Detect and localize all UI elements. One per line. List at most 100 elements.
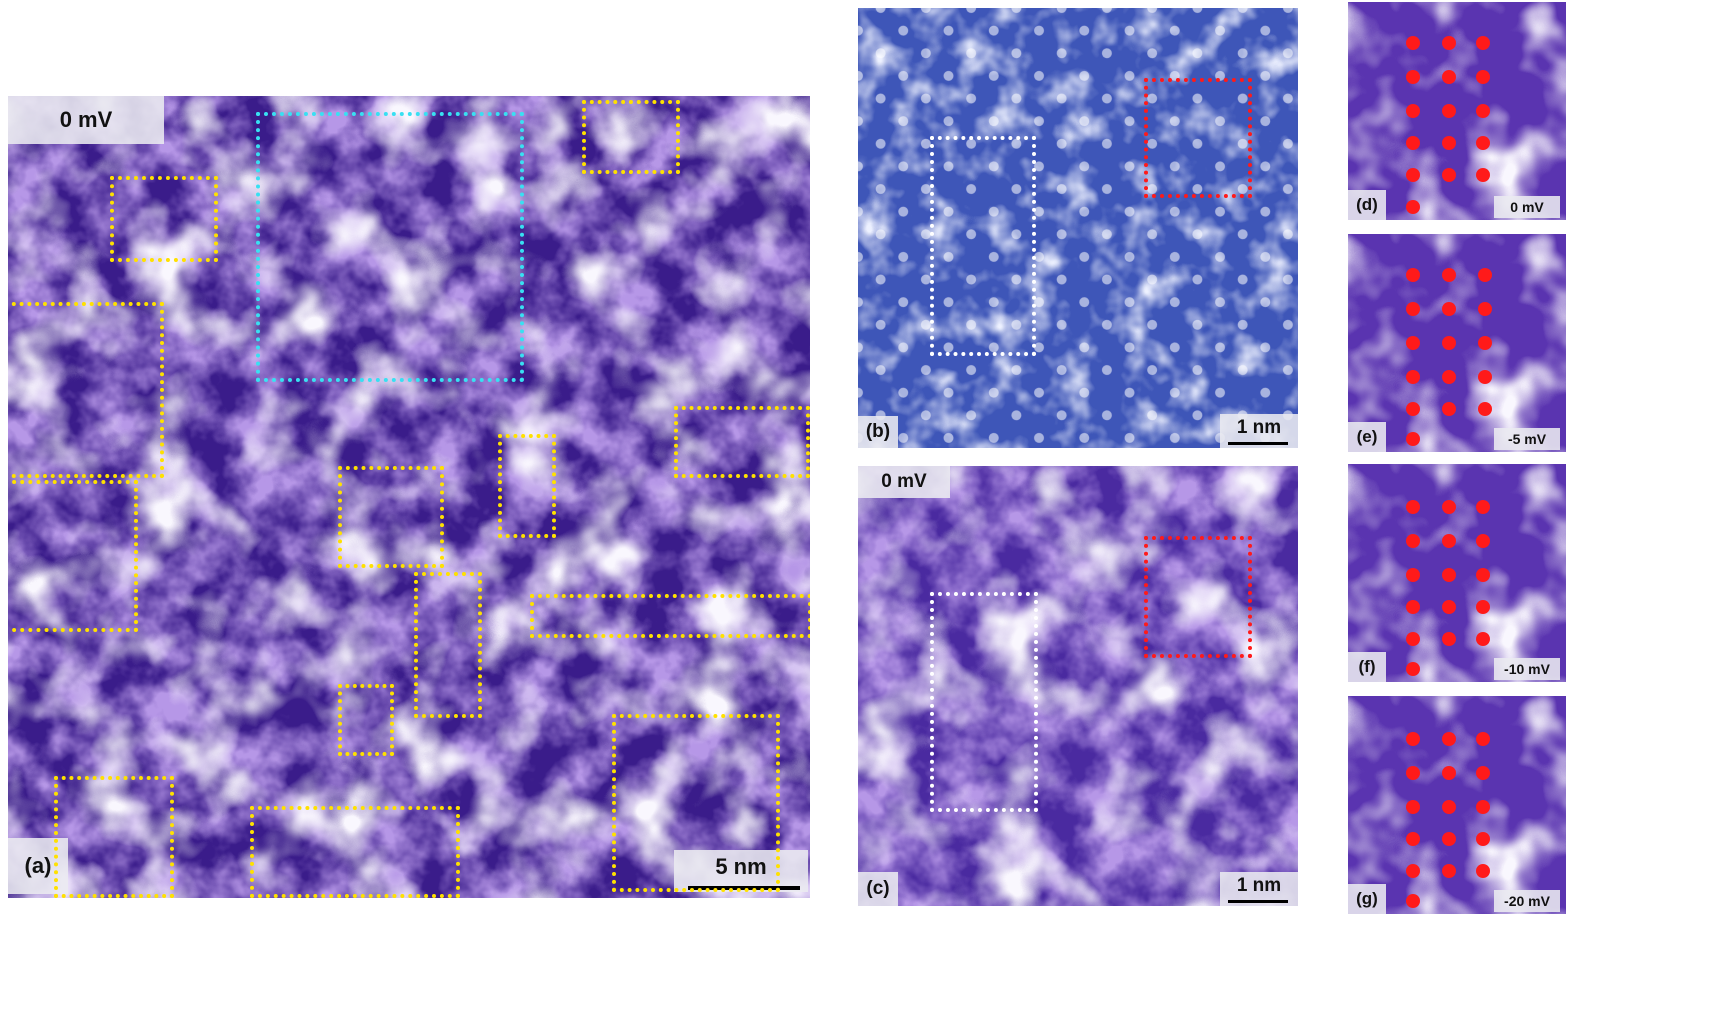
lattice-dot [1442,534,1456,548]
lattice-dot [1406,432,1420,446]
lattice-dot [1476,104,1490,118]
highlight-box [674,406,810,478]
lattice-dot [1476,168,1490,182]
lattice-dot [1478,402,1492,416]
lattice-dot [1476,632,1490,646]
lattice-dot [1476,766,1490,780]
panel-g-letter: (g) [1348,884,1386,914]
lattice-dot [1476,800,1490,814]
lattice-dot [1442,370,1456,384]
lattice-dot [1478,336,1492,350]
highlight-box [414,572,482,718]
lattice-dot [1442,568,1456,582]
panel-b-letter: (b) [858,416,898,448]
panel-f-zoom: (f) -10 mV [1348,464,1566,682]
lattice-dot [1406,568,1420,582]
highlight-box-red [1144,536,1252,658]
lattice-dot [1406,302,1420,316]
lattice-dot [1476,568,1490,582]
lattice-dot [1476,534,1490,548]
lattice-dot [1478,268,1492,282]
highlight-box [338,684,394,756]
highlight-box [498,434,556,538]
highlight-box [8,302,164,478]
lattice-dot [1406,168,1420,182]
lattice-dot [1406,268,1420,282]
highlight-box [250,806,460,898]
lattice-dot [1406,534,1420,548]
lattice-dot [1478,302,1492,316]
panel-c-letter: (c) [858,872,898,906]
highlight-box [8,480,138,632]
lattice-dot [1476,36,1490,50]
panel-c-voltage-label: 0 mV [858,466,950,498]
lattice-dot [1442,632,1456,646]
lattice-dot [1442,268,1456,282]
highlight-box [582,100,680,174]
lattice-dot [1406,766,1420,780]
lattice-dot [1476,732,1490,746]
lattice-dot [1442,36,1456,50]
highlight-box-white [930,136,1036,356]
lattice-dot [1476,500,1490,514]
panel-f-letter: (f) [1348,652,1386,682]
lattice-dot [1442,864,1456,878]
panel-e-zoom: (e) -5 mV [1348,234,1566,452]
highlight-box-large [256,112,524,382]
lattice-dot [1406,500,1420,514]
panel-d-voltage-label: 0 mV [1494,196,1560,218]
highlight-box-white [930,592,1038,812]
lattice-dot [1442,70,1456,84]
highlight-box [110,176,218,262]
lattice-dot [1476,832,1490,846]
lattice-dot [1406,662,1420,676]
lattice-dot [1406,632,1420,646]
lattice-dot [1406,864,1420,878]
panel-d-zoom: (d) 0 mV [1348,2,1566,220]
lattice-dot [1406,732,1420,746]
lattice-dot [1442,302,1456,316]
lattice-dot [1406,36,1420,50]
lattice-dot [1442,336,1456,350]
lattice-dot [1406,104,1420,118]
lattice-dot [1442,832,1456,846]
panel-c-texture [858,466,1298,906]
panel-b-scale-bar [1228,442,1288,445]
lattice-dot [1406,832,1420,846]
highlight-box [530,594,810,638]
highlight-box-red [1144,78,1252,198]
panel-e-voltage-label: -5 mV [1494,428,1560,450]
lattice-dot [1442,500,1456,514]
highlight-box [54,776,174,898]
lattice-dot [1442,732,1456,746]
panel-a-conductance-map: 0 mV (a) 5 nm [8,96,810,898]
panel-a-texture [8,96,810,898]
lattice-dot [1442,800,1456,814]
lattice-dot [1406,402,1420,416]
highlight-box [612,714,780,892]
lattice-dot [1442,600,1456,614]
highlight-box [338,466,444,568]
lattice-dot [1406,600,1420,614]
lattice-dot [1406,336,1420,350]
lattice-dot [1406,370,1420,384]
lattice-dot [1476,136,1490,150]
lattice-dot [1476,70,1490,84]
panel-e-letter: (e) [1348,422,1386,452]
lattice-dot [1476,600,1490,614]
lattice-dot [1406,70,1420,84]
panel-d-letter: (d) [1348,190,1386,220]
lattice-dot [1476,864,1490,878]
panel-b-texture [858,8,1298,448]
lattice-dot [1442,766,1456,780]
panel-g-voltage-label: -20 mV [1494,890,1560,912]
lattice-dot [1442,168,1456,182]
lattice-dot [1442,402,1456,416]
panel-a-voltage-label: 0 mV [8,96,164,144]
lattice-dot [1406,200,1420,214]
lattice-dot [1478,370,1492,384]
panel-a-scale-label: 5 nm [674,850,808,892]
panel-a-letter: (a) [8,838,68,894]
lattice-dot [1406,800,1420,814]
lattice-dot [1406,894,1420,908]
